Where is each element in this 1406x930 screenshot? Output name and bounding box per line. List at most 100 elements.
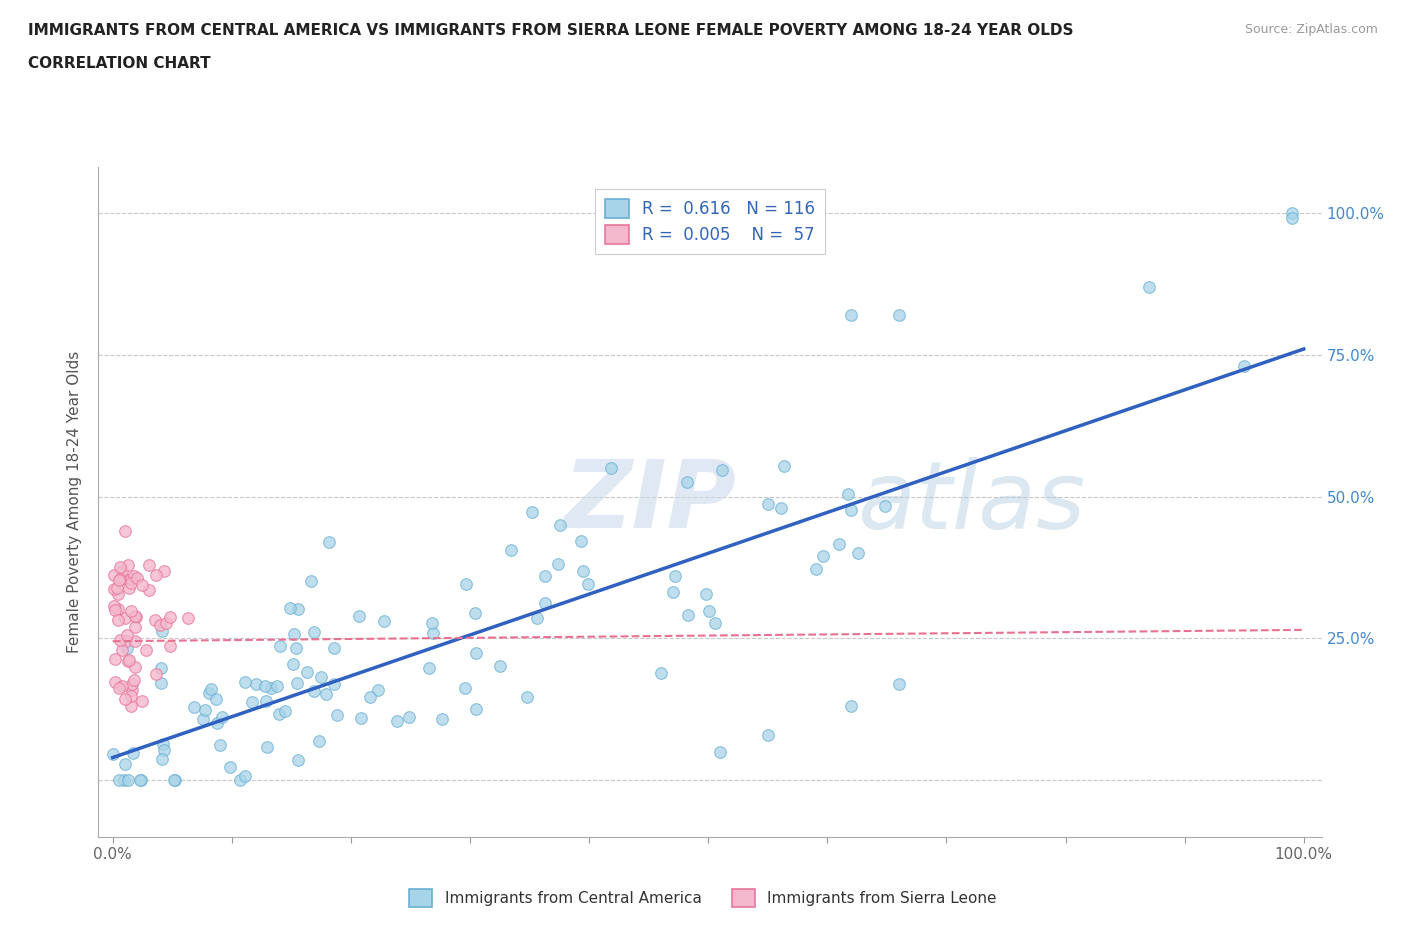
Point bbox=[149, 675, 172, 690]
Point bbox=[266, 678, 288, 693]
Point bbox=[848, 546, 870, 561]
Point bbox=[124, 619, 146, 634]
Point bbox=[114, 757, 136, 772]
Point bbox=[703, 616, 725, 631]
Point bbox=[150, 752, 173, 767]
Point bbox=[599, 460, 621, 475]
Point bbox=[135, 643, 157, 658]
Point bbox=[756, 497, 779, 512]
Point bbox=[569, 533, 592, 548]
Point bbox=[197, 685, 219, 700]
Point bbox=[367, 683, 389, 698]
Point bbox=[114, 610, 136, 625]
Point bbox=[278, 600, 301, 615]
Point bbox=[1233, 359, 1256, 374]
Point bbox=[839, 503, 862, 518]
Point bbox=[104, 603, 127, 618]
Point bbox=[1281, 211, 1303, 226]
Point bbox=[118, 653, 141, 668]
Point bbox=[422, 625, 444, 640]
Point bbox=[208, 737, 231, 752]
Point bbox=[107, 587, 129, 602]
Point bbox=[827, 537, 849, 551]
Point bbox=[245, 677, 267, 692]
Point bbox=[152, 623, 174, 638]
Point bbox=[159, 609, 181, 624]
Point bbox=[887, 308, 910, 323]
Point bbox=[325, 708, 347, 723]
Point bbox=[769, 501, 792, 516]
Point bbox=[839, 699, 862, 714]
Point bbox=[211, 710, 233, 724]
Point bbox=[323, 676, 346, 691]
Point bbox=[233, 675, 256, 690]
Point bbox=[117, 654, 139, 669]
Point bbox=[194, 703, 217, 718]
Point bbox=[499, 543, 522, 558]
Point bbox=[118, 580, 141, 595]
Point bbox=[138, 582, 160, 597]
Point bbox=[129, 773, 152, 788]
Point bbox=[177, 610, 200, 625]
Point bbox=[516, 689, 538, 704]
Point bbox=[101, 747, 124, 762]
Legend: R =  0.616   N = 116, R =  0.005    N =  57: R = 0.616 N = 116, R = 0.005 N = 57 bbox=[595, 189, 825, 254]
Point bbox=[295, 664, 318, 679]
Point bbox=[114, 524, 136, 538]
Point bbox=[454, 680, 477, 695]
Point bbox=[695, 587, 717, 602]
Point bbox=[117, 558, 139, 573]
Point bbox=[124, 609, 146, 624]
Point bbox=[650, 665, 672, 680]
Point bbox=[873, 499, 896, 514]
Point bbox=[107, 681, 129, 696]
Point bbox=[107, 612, 129, 627]
Point bbox=[149, 618, 172, 633]
Point bbox=[111, 642, 134, 657]
Point bbox=[572, 564, 595, 578]
Point bbox=[112, 570, 135, 585]
Point bbox=[205, 716, 228, 731]
Point bbox=[218, 760, 240, 775]
Point bbox=[163, 773, 186, 788]
Point bbox=[464, 646, 486, 661]
Point bbox=[183, 699, 205, 714]
Point bbox=[533, 569, 555, 584]
Point bbox=[576, 577, 599, 591]
Point bbox=[108, 773, 131, 788]
Point bbox=[115, 640, 138, 655]
Point bbox=[398, 710, 420, 724]
Point bbox=[887, 676, 910, 691]
Text: CORRELATION CHART: CORRELATION CHART bbox=[28, 56, 211, 71]
Point bbox=[256, 740, 278, 755]
Point bbox=[163, 773, 186, 788]
Point bbox=[269, 707, 291, 722]
Point bbox=[550, 518, 572, 533]
Point bbox=[311, 670, 333, 684]
Point bbox=[125, 571, 148, 586]
Point bbox=[152, 564, 174, 578]
Point bbox=[112, 773, 135, 788]
Point bbox=[676, 474, 699, 489]
Point bbox=[240, 695, 263, 710]
Point bbox=[308, 733, 330, 748]
Text: IMMIGRANTS FROM CENTRAL AMERICA VS IMMIGRANTS FROM SIERRA LEONE FEMALE POVERTY A: IMMIGRANTS FROM CENTRAL AMERICA VS IMMIG… bbox=[28, 23, 1074, 38]
Point bbox=[120, 572, 142, 587]
Point bbox=[281, 657, 304, 671]
Point bbox=[120, 699, 142, 714]
Point bbox=[464, 605, 486, 620]
Point bbox=[420, 616, 443, 631]
Point bbox=[114, 691, 136, 706]
Point bbox=[526, 610, 548, 625]
Point bbox=[125, 610, 148, 625]
Point bbox=[103, 674, 125, 689]
Point bbox=[302, 684, 325, 698]
Point bbox=[287, 752, 309, 767]
Point bbox=[105, 580, 128, 595]
Point bbox=[145, 567, 167, 582]
Point bbox=[155, 616, 177, 631]
Point bbox=[837, 487, 859, 502]
Point bbox=[122, 672, 145, 687]
Point bbox=[103, 567, 125, 582]
Point bbox=[108, 571, 131, 586]
